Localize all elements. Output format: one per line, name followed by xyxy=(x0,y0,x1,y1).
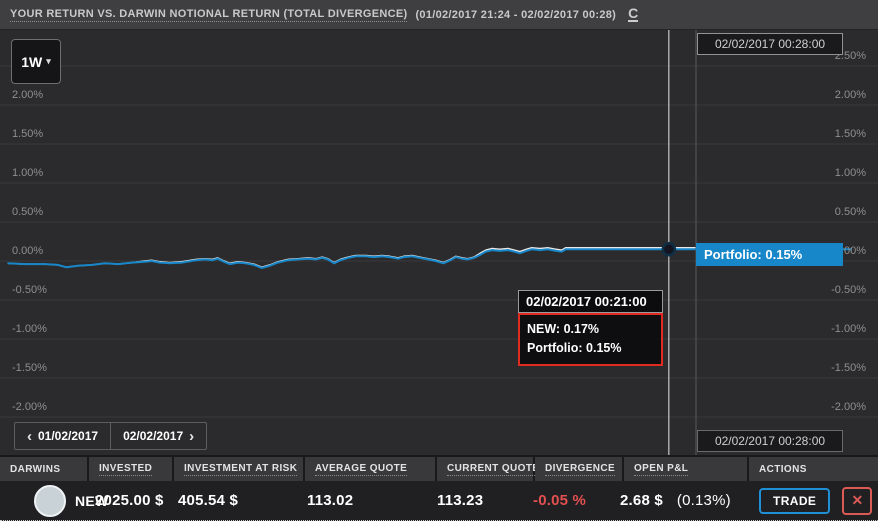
darwin-cell: NEW xyxy=(0,484,108,517)
axis-tick-label: -0.50% xyxy=(831,284,866,296)
panel-title: YOUR RETURN VS. DARWIN NOTIONAL RETURN (… xyxy=(10,7,408,22)
tooltip-new-value: NEW: 0.17% xyxy=(527,322,600,336)
axis-tick-label: 0.50% xyxy=(834,206,866,218)
panel-header: YOUR RETURN VS. DARWIN NOTIONAL RETURN (… xyxy=(0,0,878,30)
axis-tick-label: 2.00% xyxy=(12,89,44,101)
column-header-label: AVERAGE QUOTE xyxy=(315,462,408,476)
portfolio-value-badge: Portfolio: 0.15% xyxy=(696,243,843,266)
column-header-darwins[interactable]: DARWINS xyxy=(0,457,87,481)
timeframe-selector[interactable]: 1W ▾ xyxy=(11,39,61,84)
crosshair-marker xyxy=(661,242,677,257)
timeframe-label: 1W xyxy=(21,53,43,70)
column-header-label: DARWINS xyxy=(10,463,61,475)
column-header-current-quote[interactable]: CURRENT QUOTE xyxy=(437,457,540,481)
divergence-value: -0.05 % xyxy=(533,492,587,509)
axis-tick-label: -1.00% xyxy=(831,323,866,335)
column-header-label: CURRENT QUOTE xyxy=(447,462,540,476)
close-icon: ✕ xyxy=(851,492,864,508)
axis-tick-label: 0.00% xyxy=(12,245,44,257)
axis-tick-label: 0.50% xyxy=(12,206,44,218)
divergence-chart: 2.00% 1.50% 1.00% 0.50% 0.00% -0.50% -1.00% -1.… xyxy=(0,30,878,455)
refresh-icon[interactable]: C xyxy=(628,5,639,22)
crosshair-date-top: 02/02/2017 00:28:00 xyxy=(697,33,843,55)
axis-tick-label: -1.00% xyxy=(12,323,47,335)
axis-tick-label: 2.00% xyxy=(834,89,866,101)
chart-plot-area[interactable] xyxy=(0,30,878,455)
chevron-left-icon: ‹ xyxy=(27,427,32,445)
series-line-portfolio xyxy=(7,248,852,269)
date-navigation: ‹ 01/02/2017 02/02/2017 › xyxy=(14,422,208,450)
column-header-label: ACTIONS xyxy=(759,463,807,475)
next-day-label: 02/02/2017 xyxy=(123,429,184,443)
tooltip-portfolio-value: Portfolio: 0.15% xyxy=(527,341,622,355)
open-pl-value: 2.68 $ xyxy=(620,492,663,509)
axis-tick-label: -2.00% xyxy=(831,401,866,413)
column-header-invested[interactable]: INVESTED xyxy=(89,457,172,481)
axis-tick-label: 1.50% xyxy=(12,128,44,140)
position-row: NEW 2025.00 $ 405.54 $ 113.02 113.23 -0.… xyxy=(0,481,878,521)
darwin-name-link[interactable]: NEW xyxy=(75,492,109,509)
open-pl-percent: (0.13%) xyxy=(676,492,731,509)
column-header-open-p-l[interactable]: OPEN P&L xyxy=(624,457,747,481)
axis-tick-label: -1.50% xyxy=(831,362,866,374)
current-quote-value: 113.23 xyxy=(437,492,484,509)
next-day-button[interactable]: 02/02/2017 › xyxy=(110,423,206,449)
column-header-label: INVESTED xyxy=(99,462,153,476)
chevron-right-icon: › xyxy=(189,427,195,445)
close-position-button[interactable]: ✕ xyxy=(842,486,873,515)
axis-tick-label: -2.00% xyxy=(12,401,47,413)
investment-at-risk-value: 405.54 $ xyxy=(178,492,238,509)
column-header-label: DIVERGENCE xyxy=(545,462,616,476)
table-divider xyxy=(0,455,878,457)
crosshair-date-bottom: 02/02/2017 00:28:00 xyxy=(697,430,843,452)
tooltip-timestamp: 02/02/2017 00:21:00 xyxy=(518,290,663,313)
column-header-label: OPEN P&L xyxy=(634,462,689,476)
column-header-investment-at-risk[interactable]: INVESTMENT AT RISK xyxy=(174,457,303,481)
column-header-label: INVESTMENT AT RISK xyxy=(184,462,298,476)
column-header-actions[interactable]: ACTIONS xyxy=(749,457,878,481)
axis-tick-label: 1.00% xyxy=(12,167,44,179)
axis-tick-label: 1.00% xyxy=(834,167,866,179)
axis-tick-label: -1.50% xyxy=(12,362,47,374)
tooltip-values-box: NEW: 0.17% Portfolio: 0.15% xyxy=(518,313,663,366)
chevron-down-icon: ▾ xyxy=(46,56,51,66)
positions-table-header: DARWINS INVESTED INVESTMENT AT RISK AVERAGE… xyxy=(0,457,878,481)
actions-cell: TRADE ✕ xyxy=(735,486,878,515)
axis-tick-label: 1.50% xyxy=(834,128,866,140)
trade-button[interactable]: TRADE xyxy=(759,487,831,514)
axis-tick-label: -0.50% xyxy=(12,284,47,296)
panel-date-range: (01/02/2017 21:24 - 02/02/2017 00:28) xyxy=(415,8,617,21)
prev-day-button[interactable]: ‹ 01/02/2017 xyxy=(15,423,110,449)
darwin-avatar xyxy=(34,484,66,517)
prev-day-label: 01/02/2017 xyxy=(38,429,99,443)
column-header-divergence[interactable]: DIVERGENCE xyxy=(535,457,622,481)
invested-value: 2025.00 $ xyxy=(95,492,164,509)
chart-tooltip: 02/02/2017 00:21:00 NEW: 0.17% Portfolio… xyxy=(518,290,663,366)
column-header-average-quote[interactable]: AVERAGE QUOTE xyxy=(305,457,435,481)
average-quote-value: 113.02 xyxy=(307,492,354,509)
